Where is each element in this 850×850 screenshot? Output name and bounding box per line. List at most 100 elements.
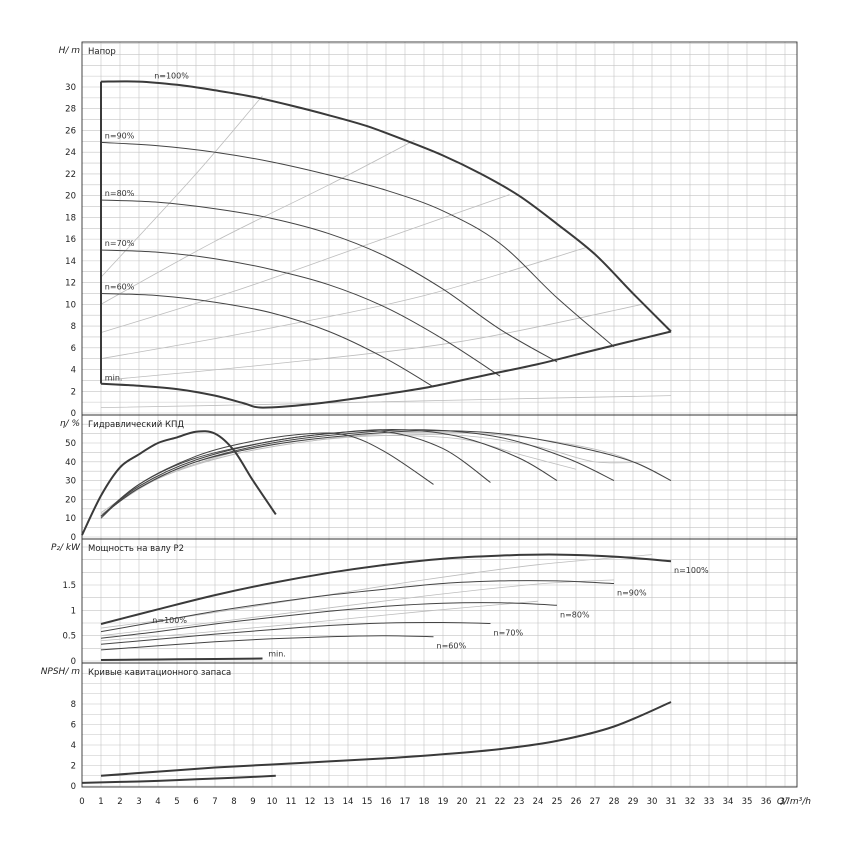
x-tick-label: 17: [400, 797, 411, 807]
x-tick-label: 34: [723, 797, 734, 807]
npsh-ytick-label: 6: [71, 721, 76, 731]
x-tick-label: 8: [231, 797, 236, 807]
efficiency-efficiency-line: [100, 435, 577, 515]
efficiency-ytick-label: 30: [65, 477, 76, 487]
power-efficiency-line: [100, 554, 653, 629]
power-extra-label: n=100%: [152, 616, 187, 625]
x-tick-label: 20: [457, 797, 468, 807]
efficiency-curve-n-70-: [100, 430, 491, 517]
power-panel-title: Мощность на валу P2: [88, 544, 184, 554]
head-label-90: n=90%: [105, 131, 135, 140]
head-ytick-label: 10: [65, 300, 76, 310]
head-curve-n-90-: [100, 141, 615, 348]
power-curve-n-90-: [100, 580, 615, 633]
x-tick-label: 19: [438, 797, 449, 807]
x-tick-label: 18: [419, 797, 430, 807]
head-label-80: n=80%: [105, 189, 135, 198]
x-tick-label: 5: [174, 797, 179, 807]
x-tick-label: 9: [250, 797, 255, 807]
head-efficiency-line: [100, 303, 643, 381]
head-curve-n-70-: [100, 249, 501, 377]
efficiency-efficiency-line: [100, 431, 672, 513]
head-label-70: n=70%: [105, 239, 135, 248]
head-ytick-label: 28: [65, 105, 76, 115]
x-tick-label: 6: [193, 797, 198, 807]
x-tick-label: 31: [666, 797, 677, 807]
x-tick-label: 12: [305, 797, 316, 807]
head-label-60: n=60%: [105, 282, 135, 291]
x-tick-label: 30: [647, 797, 658, 807]
head-ytick-label: 2: [71, 387, 76, 397]
efficiency-panel-title: Гидравлический КПД: [88, 420, 184, 430]
efficiency-curve-n-60-: [100, 432, 434, 519]
npsh-panel-title: Кривые кавитационного запаса: [88, 668, 231, 678]
npsh-ytick-label: 8: [71, 700, 76, 710]
x-tick-label: 0: [79, 797, 84, 807]
power-ytick-label: 1.5: [62, 581, 76, 591]
head-ytick-label: 20: [65, 192, 76, 202]
x-tick-label: 4: [155, 797, 160, 807]
head-curve-n-60-: [100, 293, 434, 388]
efficiency-ytick-label: 20: [65, 495, 76, 505]
head-ytick-label: 24: [65, 148, 76, 158]
power-curve-min-: [100, 657, 263, 661]
head-efficiency-line: [100, 247, 586, 360]
x-tick-label: 3: [136, 797, 141, 807]
power-ytick-label: 1: [71, 606, 76, 616]
head-efficiency-line: [100, 395, 672, 408]
x-tick-label: 28: [609, 797, 620, 807]
power-label-70: n=70%: [494, 629, 524, 638]
power-label-100: n=100%: [674, 566, 709, 575]
x-tick-label: 27: [590, 797, 601, 807]
power-efficiency-line: [100, 579, 615, 637]
power-curve-n-100-: [100, 553, 672, 625]
power-ytick-label: 0: [71, 657, 76, 667]
efficiency-y-axis-label: η/ %: [60, 419, 80, 429]
head-efficiency-line: [100, 139, 415, 305]
power-label-90: n=90%: [617, 588, 647, 597]
power-curve-n-70-: [100, 621, 491, 645]
x-tick-label: 10: [267, 797, 278, 807]
x-axis-label: Q/ m³/h: [777, 797, 811, 807]
power-efficiency-line: [100, 600, 539, 642]
efficiency-ytick-label: 10: [65, 514, 76, 524]
efficiency-ytick-label: 0: [71, 533, 76, 543]
head-ytick-label: 18: [65, 213, 76, 223]
power-label-80: n=80%: [560, 610, 590, 619]
head-curve-min-: [100, 330, 672, 409]
curves-layer: [81, 80, 672, 784]
head-ytick-label: 14: [65, 257, 76, 267]
efficiency-ytick-label: 50: [65, 439, 76, 449]
x-tick-label: 23: [514, 797, 525, 807]
x-tick-label: 32: [685, 797, 696, 807]
npsh-ytick-label: 0: [71, 782, 76, 792]
head-ytick-label: 4: [71, 366, 76, 376]
x-tick-label: 16: [381, 797, 392, 807]
efficiency-efficiency-line: [100, 433, 653, 515]
npsh-ytick-label: 2: [71, 762, 76, 772]
x-tick-label: 7: [212, 797, 217, 807]
power-label-60: n=60%: [437, 642, 467, 651]
power-curve-n-60-: [100, 635, 434, 651]
x-tick-label: 33: [704, 797, 715, 807]
npsh-ytick-label: 4: [71, 741, 76, 751]
x-tick-label: 1: [98, 797, 103, 807]
x-tick-label: 25: [552, 797, 563, 807]
frame-layer: [81, 41, 798, 788]
npsh-y-axis-label: NPSH/ m: [41, 667, 81, 677]
head-label-min: min.: [105, 373, 123, 382]
head-ytick-label: 6: [71, 344, 76, 354]
x-tick-label: 22: [495, 797, 506, 807]
x-tick-label: 15: [362, 797, 373, 807]
power-curve-n-80-: [100, 602, 558, 639]
x-tick-label: 11: [286, 797, 297, 807]
x-tick-label: 24: [533, 797, 544, 807]
efficiency-curve-n-90-: [100, 429, 615, 517]
head-curve-n-100-: [100, 80, 672, 333]
power-label-min: min.: [268, 649, 286, 658]
head-ytick-label: 30: [65, 83, 76, 93]
power-ytick-label: 0.5: [62, 632, 76, 642]
head-panel-title: Напор: [88, 47, 116, 57]
